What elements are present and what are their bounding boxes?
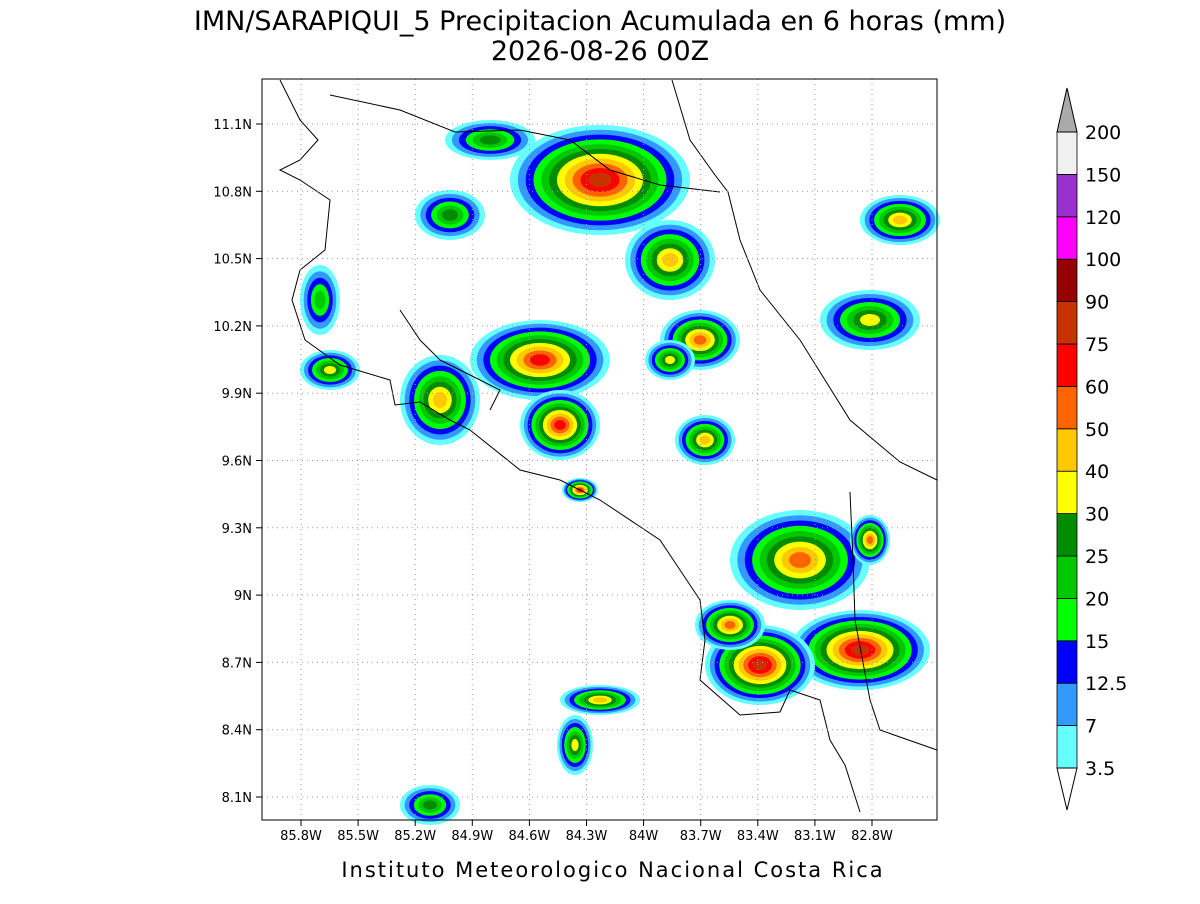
lat-label: 8.4N	[222, 724, 252, 739]
colorbar-label: 200	[1085, 122, 1121, 144]
precip-contour	[892, 215, 908, 225]
lat-label: 9N	[234, 589, 252, 604]
pacific-coast	[278, 79, 861, 813]
colorbar-label: 75	[1085, 334, 1109, 356]
precip-contour	[693, 335, 707, 345]
lat-label: 10.2N	[213, 320, 252, 335]
precip-contour	[662, 252, 678, 268]
lon-label: 84.3W	[566, 829, 608, 844]
lat-label: 10.5N	[213, 253, 252, 268]
lon-label: 83.7W	[680, 829, 722, 844]
lat-label: 11.1N	[213, 118, 252, 133]
lat-label: 8.7N	[222, 656, 252, 671]
precipitation-field	[300, 120, 940, 825]
colorbar-box	[1056, 725, 1078, 769]
colorbar-box	[1056, 131, 1078, 175]
colorbar-label: 150	[1085, 164, 1121, 186]
lon-label: 84W	[629, 829, 659, 844]
colorbar-label: 120	[1085, 207, 1121, 229]
colorbar-over	[1056, 87, 1078, 133]
precip-contour	[441, 209, 459, 221]
colorbar-box	[1056, 173, 1078, 218]
colorbar-box	[1056, 682, 1078, 727]
colorbar: 3.5 7 12.5 15 20 25 30 40 50 60 75 90 100 120 150 200	[1056, 87, 1127, 811]
colorbar-under	[1056, 767, 1078, 811]
colorbar-label: 15	[1085, 631, 1109, 653]
colorbar-label: 100	[1085, 249, 1121, 271]
precip-contour	[860, 314, 880, 326]
precip-contour	[866, 536, 874, 544]
colorbar-label: 50	[1085, 419, 1109, 441]
caribbean-coast	[671, 79, 938, 481]
precip-contour	[530, 354, 550, 366]
colorbar-label: 20	[1085, 588, 1109, 610]
colorbar-label: 7	[1085, 716, 1097, 738]
colorbar-label: 12.5	[1085, 673, 1127, 695]
lat-label: 10.8N	[213, 185, 252, 200]
colorbar-box	[1056, 513, 1078, 557]
subtitle: 2026-08-26 00Z	[491, 36, 709, 67]
colorbar-box	[1056, 640, 1078, 684]
precip-contour	[592, 697, 608, 703]
precip-contour	[788, 552, 812, 568]
colorbar-box	[1056, 258, 1078, 303]
precip-contour	[571, 739, 579, 751]
precip-contour	[724, 621, 736, 629]
colorbar-box	[1056, 428, 1078, 472]
coastlines	[278, 79, 938, 813]
colorbar-label: 60	[1085, 376, 1109, 398]
lat-label: 9.3N	[222, 522, 252, 537]
colorbar-label: 40	[1085, 461, 1109, 483]
colorbar-label: 30	[1085, 504, 1109, 526]
lat-label: 9.9N	[222, 387, 252, 402]
title: IMN/SARAPIQUI_5 Precipitacion Acumulada …	[194, 6, 1006, 37]
colorbar-box	[1056, 598, 1078, 642]
precip-contour	[423, 800, 437, 810]
colorbar-box	[1056, 385, 1078, 430]
lon-label: 85.8W	[280, 829, 322, 844]
precip-contour	[554, 420, 566, 430]
colorbar-box	[1056, 301, 1078, 345]
lon-label: 85.5W	[337, 829, 379, 844]
colorbar-label: 3.5	[1085, 758, 1115, 780]
colorbar-box	[1056, 216, 1078, 260]
precip-contour	[588, 172, 612, 188]
graticule: 11.1N 10.8N 10.5N 10.2N 9.9N 9.6N 9.3N 9N 8.7N 8.…	[213, 79, 937, 844]
colorbar-box	[1056, 555, 1078, 599]
nicoya-gulf	[399, 309, 501, 411]
lon-label: 85.2W	[394, 829, 436, 844]
colorbar-box	[1056, 343, 1078, 387]
precip-contour	[314, 290, 326, 310]
lon-label: 84.9W	[451, 829, 493, 844]
colorbar-box	[1056, 470, 1078, 515]
map-frame	[261, 78, 938, 821]
footer: Instituto Meteorologico Nacional Costa R…	[341, 858, 884, 882]
precip-contour	[479, 135, 501, 145]
precip-contour	[324, 366, 336, 374]
lat-label: 9.6N	[222, 455, 252, 470]
precip-contour	[752, 659, 768, 671]
lon-label: 83.4W	[737, 829, 779, 844]
panama-border	[849, 491, 938, 751]
lon-label: 84.6W	[508, 829, 550, 844]
lat-label: 8.1N	[222, 791, 252, 806]
nicaragua-border	[329, 94, 721, 193]
precip-contour	[850, 644, 870, 656]
precip-contour	[699, 435, 711, 445]
precip-contour	[432, 392, 448, 408]
lon-label: 83.1W	[794, 829, 836, 844]
colorbar-label: 25	[1085, 546, 1109, 568]
precip-contour	[665, 356, 675, 364]
lon-label: 82.8W	[851, 829, 893, 844]
colorbar-label: 90	[1085, 292, 1109, 314]
